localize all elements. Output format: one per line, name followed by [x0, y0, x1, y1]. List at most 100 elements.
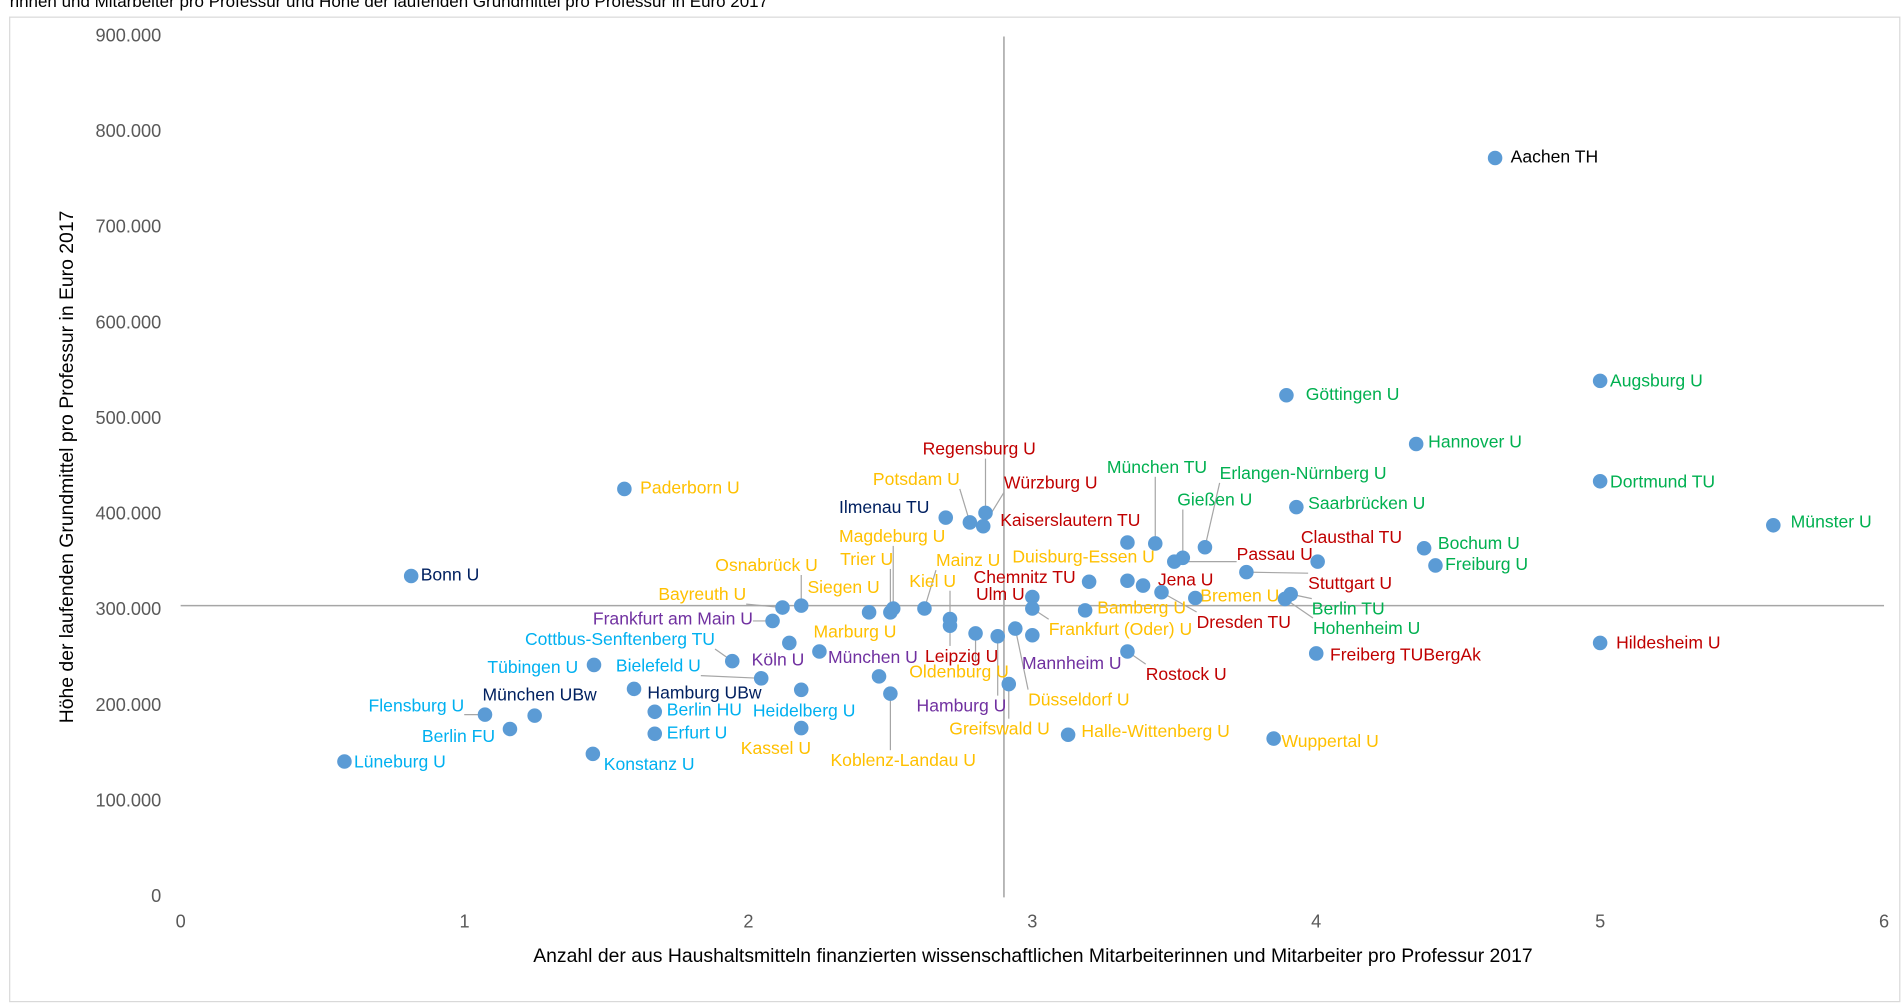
point-label: Frankfurt (Oder) U — [1049, 619, 1192, 639]
point-label: Lüneburg U — [354, 751, 446, 771]
data-point — [1310, 554, 1325, 569]
data-point — [626, 681, 642, 697]
point-label: Berlin FU — [422, 726, 495, 746]
data-point — [871, 669, 887, 684]
data-point — [1428, 558, 1443, 573]
point-label: Paderborn U — [640, 477, 740, 497]
y-tick-label: 800.000 — [96, 121, 162, 141]
data-point — [1120, 573, 1135, 589]
point-label: München U — [828, 647, 918, 667]
data-point — [1025, 628, 1040, 643]
x-tick-label: 3 — [1027, 912, 1037, 932]
x-tick-label: 6 — [1879, 912, 1889, 932]
point-label: Freiburg U — [1445, 554, 1528, 574]
point-label: Augsburg U — [1610, 371, 1703, 391]
point-label: Kaiserslautern TU — [1000, 510, 1140, 530]
data-point — [1154, 584, 1169, 600]
point-label: Würzburg U — [1004, 473, 1098, 493]
data-point — [968, 626, 983, 641]
chart-title: rinnen und Mitarbeiter pro Professur und… — [10, 0, 768, 11]
point-label: Saarbrücken U — [1308, 493, 1425, 513]
point-label: Flensburg U — [369, 696, 465, 716]
data-point — [917, 601, 932, 616]
data-point — [793, 720, 809, 736]
point-label: Hannover U — [1428, 431, 1522, 451]
point-label: Ilmenau TU — [839, 497, 929, 517]
x-tick-label: 4 — [1311, 912, 1321, 932]
data-point — [1239, 564, 1254, 580]
data-point — [1008, 621, 1023, 636]
point-label: München TU — [1107, 457, 1207, 477]
point-label: Hohenheim U — [1313, 618, 1420, 638]
data-point — [1266, 731, 1281, 746]
point-label: Frankfurt am Main U — [593, 608, 753, 628]
data-point — [1308, 646, 1324, 661]
x-tick-label: 0 — [176, 912, 186, 932]
data-point — [617, 481, 632, 497]
x-tick-label: 2 — [743, 912, 753, 932]
leader-line — [1246, 571, 1309, 574]
data-point — [1081, 574, 1097, 589]
point-label: Freiberg TUBergAk — [1330, 645, 1481, 665]
data-point — [1592, 635, 1608, 651]
point-label: Wuppertal U — [1281, 731, 1378, 751]
data-point — [1197, 540, 1213, 555]
point-label: Trier U — [840, 549, 893, 569]
data-point — [1279, 387, 1294, 403]
point-label: München UBw — [483, 685, 598, 705]
data-point — [765, 613, 780, 629]
data-point — [1025, 601, 1040, 616]
x-tick-label: 1 — [459, 912, 469, 932]
x-tick-label: 5 — [1595, 912, 1605, 932]
point-label: Erlangen-Nürnberg U — [1220, 463, 1387, 483]
data-point — [793, 682, 809, 698]
data-point — [883, 686, 898, 701]
data-point — [527, 708, 542, 723]
data-point — [477, 707, 493, 722]
point-label: Berlin HU — [667, 699, 742, 719]
point-label: Ulm U — [976, 584, 1025, 604]
point-label: Cottbus-Senftenberg TU — [525, 629, 715, 649]
data-point — [975, 518, 991, 534]
point-label: Kiel U — [909, 571, 956, 591]
data-point — [1416, 540, 1432, 556]
data-point — [647, 726, 663, 742]
point-label: Oldenburg U — [909, 662, 1009, 682]
point-label: Stuttgart U — [1308, 573, 1392, 593]
point-label: Münster U — [1791, 511, 1872, 531]
point-label: Kassel U — [741, 738, 811, 758]
point-label: Mannheim U — [1022, 653, 1122, 673]
data-point — [1120, 535, 1135, 550]
data-point — [586, 657, 602, 673]
data-point — [1487, 150, 1503, 166]
point-label: Jena U — [1158, 570, 1214, 590]
data-point — [1592, 474, 1608, 489]
point-label: Bremen U — [1200, 585, 1279, 605]
leader-line — [700, 675, 762, 679]
data-point — [793, 598, 809, 613]
point-label: Erfurt U — [667, 722, 728, 742]
point-label: Chemnitz TU — [974, 567, 1076, 587]
point-label: Magdeburg U — [839, 526, 945, 546]
y-tick-label: 600.000 — [96, 312, 162, 332]
data-point — [885, 601, 901, 616]
data-point — [1077, 603, 1093, 618]
point-label: Bonn U — [421, 565, 480, 585]
point-label: Bielefeld U — [616, 656, 701, 676]
point-label: Greifswald U — [949, 719, 1050, 739]
point-label: Duisburg-Essen U — [1012, 547, 1155, 567]
data-point — [1592, 373, 1608, 389]
data-point — [942, 611, 958, 627]
data-point — [812, 644, 827, 659]
y-tick-label: 500.000 — [96, 408, 162, 428]
point-label: Göttingen U — [1306, 384, 1400, 404]
data-point — [1167, 554, 1182, 569]
point-label: Bamberg U — [1097, 597, 1186, 617]
point-label: Konstanz U — [604, 754, 695, 774]
x-axis-title: Anzahl der aus Haushaltsmitteln finanzie… — [533, 945, 1532, 967]
point-label: Heidelberg U — [753, 700, 856, 720]
data-point — [1766, 518, 1781, 533]
data-point — [1120, 644, 1135, 659]
data-point — [1001, 676, 1017, 692]
y-tick-label: 900.000 — [96, 25, 162, 45]
